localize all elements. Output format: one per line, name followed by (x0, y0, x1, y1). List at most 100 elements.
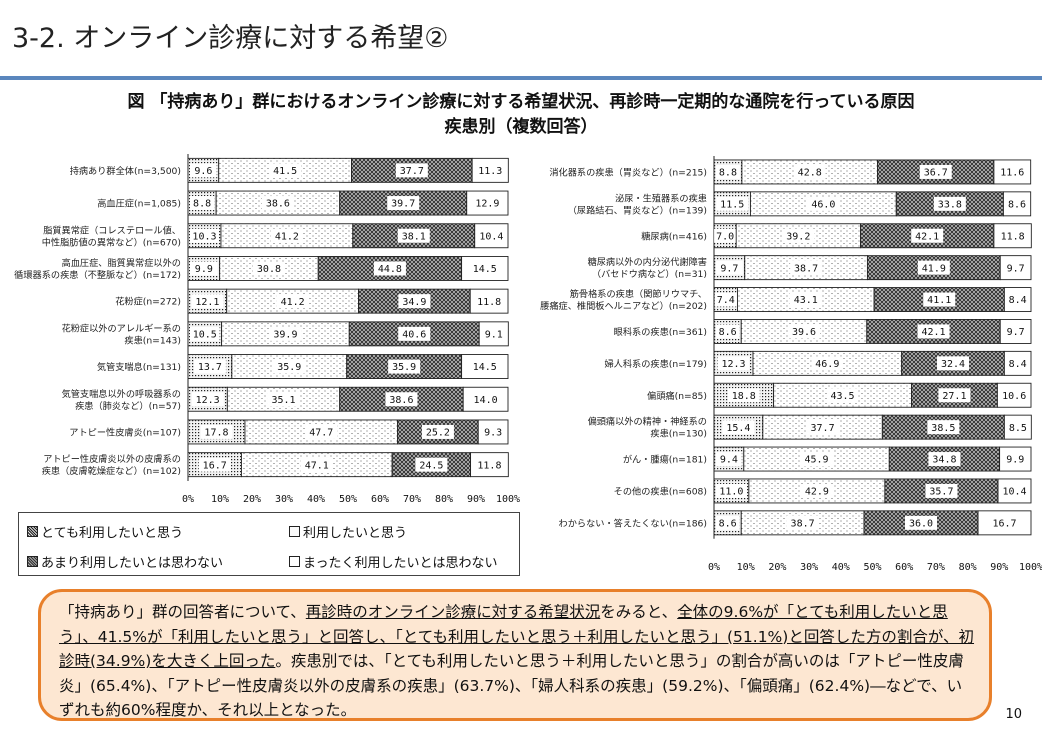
value-label: 8.8 (193, 199, 211, 210)
value-label-bg (790, 260, 823, 275)
category-label-line: わからない・答えたくない(n=186) (559, 517, 707, 529)
value-label: 40.6 (402, 329, 426, 340)
value-label: 42.1 (921, 327, 945, 338)
value-label: 9.7 (1007, 327, 1025, 338)
value-label: 35.7 (929, 487, 953, 498)
value-label-bg (1002, 324, 1029, 339)
value-label: 43.5 (830, 391, 854, 402)
value-label-bg (917, 260, 950, 275)
value-label: 7.4 (717, 295, 735, 306)
value-label-bg (800, 483, 833, 498)
value-label: 38.5 (931, 423, 955, 434)
value-label-bg (471, 196, 504, 211)
value-label-bg (190, 228, 219, 243)
page-number: 10 (1005, 707, 1022, 722)
x-tick-label: 10% (737, 562, 755, 573)
category-label: がん・腫瘍(n=181) (623, 454, 707, 466)
value-label-bg (826, 388, 859, 403)
value-label: 36.7 (924, 168, 948, 179)
figure-title-line2: 疾患別（複数回答） (444, 117, 598, 137)
value-label-bg (276, 294, 309, 309)
x-tick-label: 90% (467, 494, 485, 505)
value-label-bg (716, 483, 747, 498)
category-label: わからない・答えたくない(n=186) (559, 517, 707, 529)
value-label: 39.6 (792, 327, 816, 338)
value-label: 12.3 (196, 395, 220, 406)
bar-segment-willing (226, 288, 360, 314)
value-label-bg (415, 457, 448, 472)
value-label-bg (716, 164, 740, 179)
category-label: 眼科系の疾患(n=361) (614, 326, 707, 338)
value-label: 9.1 (485, 329, 503, 340)
x-tick-label: 60% (371, 494, 389, 505)
value-label-bg (388, 359, 421, 374)
value-label-bg (716, 452, 742, 467)
value-label: 25.2 (426, 428, 450, 439)
category-label-line: 花粉症以外のアレルギー系の (62, 322, 181, 334)
value-label: 7.0 (716, 231, 734, 242)
value-label: 39.9 (273, 329, 297, 340)
value-label-bg (717, 356, 750, 371)
x-tick-label: 90% (990, 562, 1008, 573)
value-label-bg (807, 196, 840, 211)
value-label-bg (273, 359, 306, 374)
value-label: 41.9 (922, 263, 946, 274)
value-label-bg (269, 163, 302, 178)
chart-right: 消化器系の疾患（胃炎など）(n=215) 8.8 42.8 36.7 11.6 泌尿・生殖… (540, 156, 1042, 573)
value-label: 12.3 (721, 359, 745, 370)
value-label: 47.1 (305, 460, 329, 471)
category-label: アトピー性皮膚炎以外の皮膚系の疾患（皮膚乾燥症など）(n=102) (42, 453, 181, 477)
value-label-bg (252, 261, 285, 276)
value-label: 9.9 (195, 264, 213, 275)
x-tick-label: 30% (275, 494, 293, 505)
value-label: 11.3 (478, 166, 502, 177)
value-label: 8.6 (719, 327, 737, 338)
value-label: 35.1 (271, 395, 295, 406)
bar-segment-willing (221, 321, 350, 347)
value-label-bg (919, 164, 952, 179)
value-label-bg (190, 196, 215, 211)
category-label-line: 偏頭痛以外の精神・神経系の (588, 416, 707, 428)
value-label-bg (782, 228, 815, 243)
category-label-line: 眼科系の疾患(n=361) (614, 326, 707, 338)
category-label-line: 気管支喘息(n=131) (97, 361, 181, 373)
bar-segment-not-willing-at-all (977, 510, 1032, 536)
value-label: 34.8 (932, 455, 956, 466)
value-label: 10.4 (479, 231, 503, 242)
value-label: 11.5 (720, 199, 744, 210)
value-label: 37.7 (400, 166, 424, 177)
value-label: 38.6 (389, 395, 413, 406)
value-label: 24.5 (419, 460, 443, 471)
value-label: 35.9 (392, 362, 416, 373)
category-label-line: 疾患(n=143) (124, 334, 181, 346)
category-label: その他の疾患(n=608) (614, 485, 707, 497)
value-label-bg (1002, 260, 1029, 275)
legend-item-willing: 利用したいと思う (289, 522, 407, 541)
value-label: 8.4 (1009, 359, 1027, 370)
value-label-bg (925, 483, 958, 498)
value-label: 11.0 (719, 487, 743, 498)
value-label-bg (714, 292, 737, 307)
category-label: 消化器系の疾患（胃炎など）(n=215) (549, 166, 707, 178)
value-label: 41.2 (275, 231, 299, 242)
value-label-bg (789, 292, 822, 307)
value-label-bg (191, 392, 224, 407)
legend-label: まったく利用したいとは思わない (303, 556, 498, 571)
category-label-line: アトピー性皮膚炎以外の皮膚系の (43, 453, 181, 465)
value-label: 42.8 (798, 168, 822, 179)
value-label-bg (387, 196, 420, 211)
category-label-line: 糖尿病以外の内分泌代謝障害 (588, 256, 707, 268)
value-label: 14.5 (473, 362, 497, 373)
value-label-bg (716, 324, 740, 339)
value-label-bg (806, 420, 839, 435)
value-label-bg (473, 457, 506, 472)
value-label-bg (395, 163, 428, 178)
category-label-line: （バセドウ病など）(n=31) (592, 268, 707, 280)
value-label: 45.9 (805, 455, 829, 466)
value-label: 8.5 (1009, 423, 1027, 434)
summary-callout: 「持病あり」群の回答者について、再診時のオンライン診療に対する希望状況をみると、… (38, 589, 992, 721)
value-label-bg (191, 294, 224, 309)
title-divider (0, 76, 1042, 80)
value-label: 36.0 (909, 518, 933, 529)
legend-swatch-blank (289, 556, 300, 567)
